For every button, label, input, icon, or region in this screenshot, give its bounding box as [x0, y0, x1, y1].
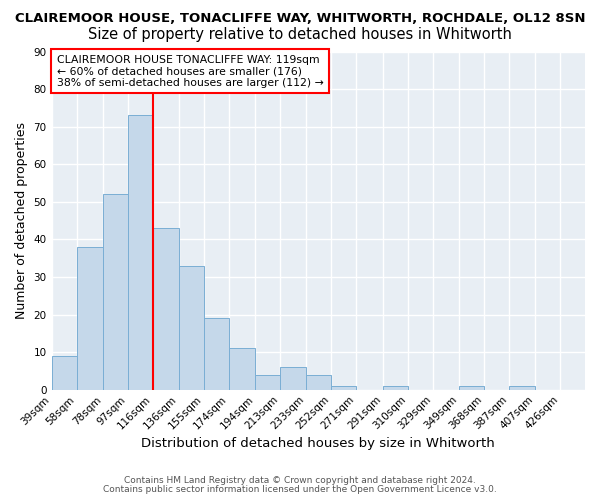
Bar [229, 348, 255, 390]
X-axis label: Distribution of detached houses by size in Whitworth: Distribution of detached houses by size … [142, 437, 495, 450]
Bar [52, 356, 77, 390]
Text: Contains public sector information licensed under the Open Government Licence v3: Contains public sector information licen… [103, 485, 497, 494]
Bar [128, 116, 153, 390]
Bar [103, 194, 128, 390]
Y-axis label: Number of detached properties: Number of detached properties [15, 122, 28, 319]
Bar [331, 386, 356, 390]
Bar [204, 318, 229, 390]
Text: Size of property relative to detached houses in Whitworth: Size of property relative to detached ho… [88, 28, 512, 42]
Bar [77, 247, 103, 390]
Bar [280, 367, 307, 390]
Bar [509, 386, 535, 390]
Bar [459, 386, 484, 390]
Bar [179, 266, 204, 390]
Bar [153, 228, 179, 390]
Text: CLAIREMOOR HOUSE, TONACLIFFE WAY, WHITWORTH, ROCHDALE, OL12 8SN: CLAIREMOOR HOUSE, TONACLIFFE WAY, WHITWO… [15, 12, 585, 26]
Text: Contains HM Land Registry data © Crown copyright and database right 2024.: Contains HM Land Registry data © Crown c… [124, 476, 476, 485]
Bar [383, 386, 407, 390]
Text: CLAIREMOOR HOUSE TONACLIFFE WAY: 119sqm
← 60% of detached houses are smaller (17: CLAIREMOOR HOUSE TONACLIFFE WAY: 119sqm … [57, 55, 323, 88]
Bar [255, 374, 280, 390]
Bar [307, 374, 331, 390]
